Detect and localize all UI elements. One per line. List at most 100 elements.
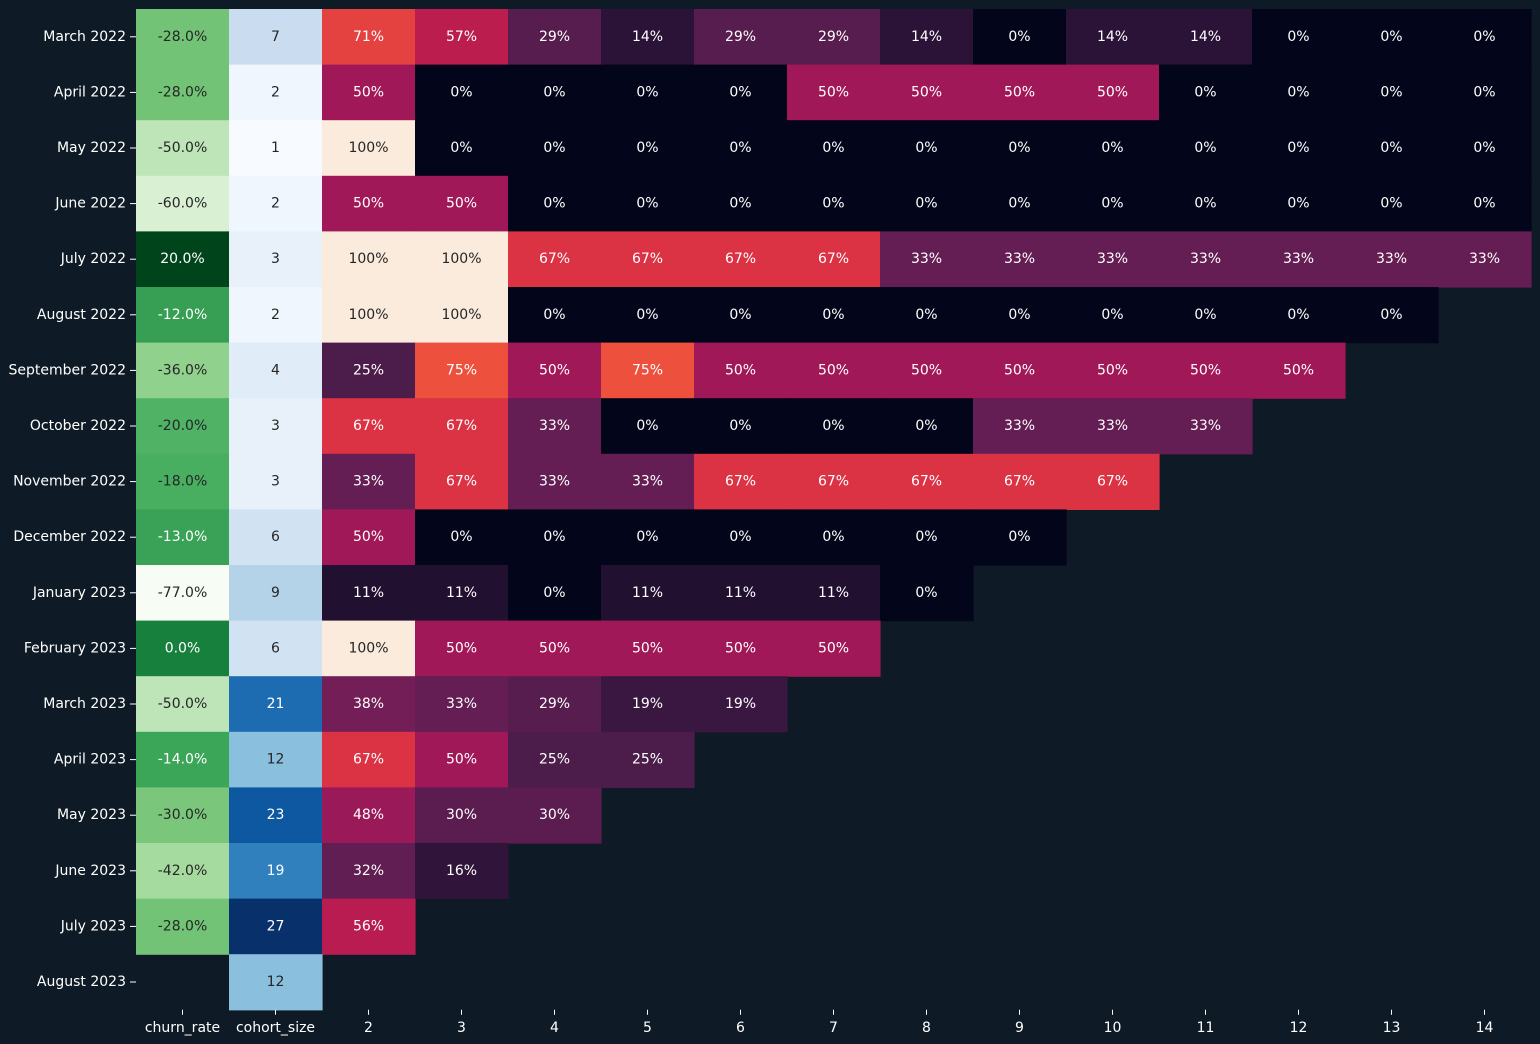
retention-cell [322,898,416,955]
cohort-size-label: 2 [271,307,280,323]
retention-cell [1438,231,1532,288]
retention-label: 0% [915,585,937,601]
retention-label: 0% [1008,307,1030,323]
churn-rate-label: -28.0% [158,84,208,100]
cohort-size-label: 6 [271,529,280,545]
row-tick-label: March 2022 [43,29,126,45]
cohort-size-label: 12 [267,974,285,990]
retention-cell [787,509,881,566]
retention-label: 33% [1190,251,1221,267]
retention-label: 50% [353,196,384,212]
cohort-size-cell [229,731,323,788]
churn-rate-cell [136,120,230,177]
retention-label: 67% [1097,474,1128,490]
row-tick-label: August 2022 [37,307,126,323]
retention-label: 0% [636,196,658,212]
retention-label: 0% [822,140,844,156]
cohort-size-cell [229,64,323,121]
retention-cell [1159,231,1253,288]
retention-cell [694,287,788,344]
retention-label: 0% [729,84,751,100]
retention-cell [973,231,1067,288]
retention-cell [1252,342,1346,399]
retention-cell [694,620,788,677]
retention-label: 75% [632,362,663,378]
retention-label: 30% [446,807,477,823]
retention-cell [694,509,788,566]
retention-cell [601,231,695,288]
retention-cell [508,287,602,344]
retention-cell [880,287,974,344]
churn-rate-label: -20.0% [158,418,208,434]
retention-label: 67% [353,418,384,434]
retention-cell [787,231,881,288]
retention-cell [322,509,416,566]
retention-label: 11% [725,585,756,601]
churn-rate-label: -36.0% [158,362,208,378]
retention-label: 0% [1101,196,1123,212]
row-tick-label: August 2023 [37,974,126,990]
retention-label: 0% [1287,84,1309,100]
churn-rate-label: -28.0% [158,29,208,45]
retention-cell [973,120,1067,177]
retention-label: 0% [1287,307,1309,323]
retention-cell [694,342,788,399]
retention-cell [880,453,974,510]
churn-rate-cell [136,565,230,622]
retention-cell [601,342,695,399]
churn-rate-cell [136,398,230,455]
row-tick-label: April 2022 [54,84,126,100]
retention-cell [322,175,416,232]
retention-label: 33% [632,474,663,490]
column-tick-label: 11 [1197,1020,1215,1036]
churn-rate-label: -18.0% [158,474,208,490]
retention-label: 0% [450,84,472,100]
retention-cell [601,676,695,733]
retention-label: 0% [1287,140,1309,156]
retention-label: 50% [1190,362,1221,378]
retention-label: 0% [1473,140,1495,156]
cohort-size-label: 3 [271,474,280,490]
retention-cell [1345,175,1439,232]
retention-label: 0% [1380,140,1402,156]
retention-cell [601,453,695,510]
retention-label: 50% [1004,362,1035,378]
retention-label: 0% [915,418,937,434]
cohort-size-cell [229,898,323,955]
retention-label: 100% [441,251,481,267]
retention-label: 0% [1473,196,1495,212]
retention-label: 50% [446,752,477,768]
retention-cell [1438,64,1532,121]
retention-label: 50% [632,640,663,656]
churn-rate-cell [136,9,230,66]
retention-label: 0% [1380,196,1402,212]
retention-cell [1066,9,1160,66]
retention-cell [1159,287,1253,344]
row-tick-label: May 2023 [57,807,126,823]
row-tick-label: June 2023 [54,863,126,879]
retention-label: 0% [729,418,751,434]
column-tick-label: churn_rate [145,1020,220,1036]
cohort-size-cell [229,287,323,344]
cohort-size-cell [229,676,323,733]
retention-label: 33% [1376,251,1407,267]
column-tick-label: 10 [1104,1020,1122,1036]
retention-label: 0% [1194,140,1216,156]
cohort-size-label: 3 [271,251,280,267]
retention-label: 0% [1101,307,1123,323]
retention-label: 50% [911,84,942,100]
retention-cell [508,398,602,455]
retention-cell [1066,342,1160,399]
churn-rate-label: -60.0% [158,196,208,212]
retention-cell [694,398,788,455]
churn-rate-cell [136,898,230,955]
retention-cell [973,64,1067,121]
retention-label: 0% [822,418,844,434]
retention-label: 0% [1008,29,1030,45]
retention-cell [508,231,602,288]
cohort-size-cell [229,787,323,844]
retention-cell [787,287,881,344]
retention-label: 29% [539,696,570,712]
column-tick-label: cohort_size [236,1020,315,1036]
cohort-size-label: 9 [271,585,280,601]
